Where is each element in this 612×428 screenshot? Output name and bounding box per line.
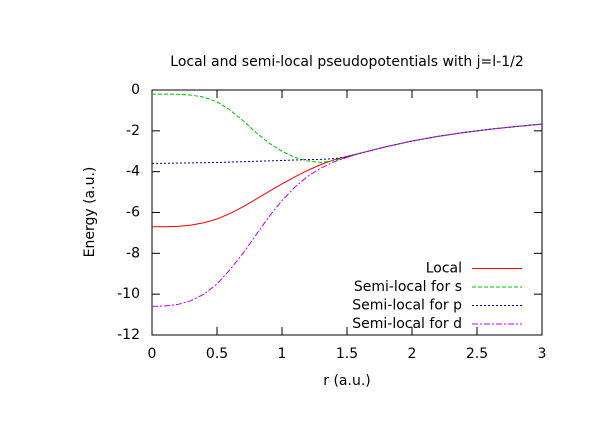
legend-label: Local [426, 261, 462, 277]
y-tick-label: -2 [126, 123, 140, 139]
y-tick-label: 0 [131, 82, 140, 98]
y-axis-label: Energy (a.u.) [82, 167, 98, 258]
x-tick-label: 3 [538, 346, 547, 362]
chart-title: Local and semi-local pseudopotentials wi… [170, 54, 523, 70]
legend-label: Semi-local for p [352, 298, 462, 314]
legend-label: Semi-local for s [354, 279, 462, 295]
x-tick-label: 2.5 [466, 346, 488, 362]
plot-border [151, 89, 543, 336]
series-line [152, 123, 543, 228]
y-tick-label: -10 [117, 286, 140, 302]
x-tick-label: 1 [278, 346, 287, 362]
series-line [151, 123, 543, 307]
series-line [152, 93, 543, 163]
legend-label: Semi-local for d [352, 316, 462, 332]
x-tick-label: 1.5 [336, 346, 358, 362]
x-axis-label: r (a.u.) [323, 373, 370, 389]
y-tick-label: -12 [117, 327, 140, 343]
y-tick-label: -4 [126, 164, 140, 180]
x-tick-label: 0 [148, 346, 157, 362]
y-tick-label: -8 [126, 245, 140, 261]
x-tick-label: 0.5 [206, 346, 228, 362]
x-tick-label: 2 [408, 346, 417, 362]
y-tick-label: -6 [126, 205, 140, 221]
